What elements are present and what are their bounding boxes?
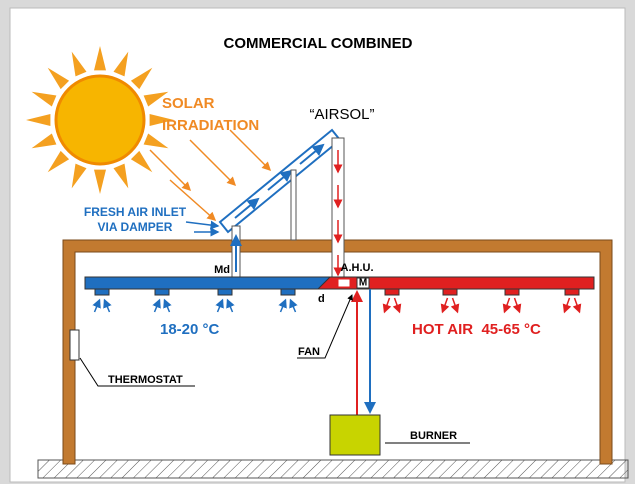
outlet	[442, 288, 458, 296]
ray	[71, 51, 87, 77]
fan	[337, 278, 351, 288]
ray	[149, 114, 174, 126]
ray	[113, 163, 129, 189]
support	[290, 169, 297, 241]
ray	[143, 91, 169, 107]
building	[62, 239, 613, 465]
ray	[94, 169, 106, 194]
outlet	[94, 288, 110, 296]
airflow	[103, 298, 112, 313]
hot-zone-label: HOT AIR 45-65 °C	[412, 321, 541, 338]
thermostat	[69, 329, 80, 361]
airflow	[382, 297, 392, 314]
cold-duct	[84, 276, 331, 290]
ray	[26, 114, 51, 126]
ray	[143, 133, 169, 149]
airflow	[152, 298, 161, 313]
burner	[329, 414, 381, 456]
sun	[26, 46, 174, 194]
ray	[130, 150, 153, 173]
airflow	[392, 297, 402, 314]
ray	[130, 67, 153, 90]
sun-rays-arrows	[149, 129, 272, 221]
airflow	[572, 297, 582, 314]
outlet	[154, 288, 170, 296]
ray	[47, 67, 70, 90]
solar-label: IRRADIATION	[162, 117, 259, 134]
title: COMMERCIAL COMBINED	[224, 35, 413, 52]
d-label: d	[318, 293, 325, 305]
airflow	[502, 297, 512, 314]
ray	[47, 150, 70, 173]
ray	[113, 51, 129, 77]
airflow	[450, 297, 460, 314]
collector-flow	[234, 143, 325, 219]
airflow	[440, 297, 450, 314]
inlet-label: FRESH AIR INLET	[84, 205, 187, 219]
airflow	[512, 297, 522, 314]
airflow	[278, 298, 287, 313]
burner-label: BURNER	[410, 430, 457, 442]
airflow	[226, 298, 235, 313]
ray	[31, 91, 57, 107]
outlet	[504, 288, 520, 296]
outlet	[280, 288, 296, 296]
inlet-label: VIA DAMPER	[98, 220, 173, 234]
solar-label: SOLAR	[162, 95, 215, 112]
thermostat-label: THERMOSTAT	[108, 374, 183, 386]
outlet	[217, 288, 233, 296]
motor-label: M	[359, 278, 367, 289]
ray	[71, 163, 87, 189]
ray	[94, 46, 106, 71]
collector-label: “AIRSOL”	[309, 106, 374, 123]
airflow	[289, 298, 298, 313]
airflow	[163, 298, 172, 313]
outlet	[564, 288, 580, 296]
fan-label: FAN	[298, 346, 320, 358]
ahu-label: A.H.U.	[341, 262, 374, 274]
airflow	[92, 298, 101, 313]
ray	[31, 133, 57, 149]
ground	[37, 459, 629, 479]
md-label: Md	[214, 264, 230, 276]
airflow	[215, 298, 224, 313]
motor	[356, 277, 370, 289]
outlet	[384, 288, 400, 296]
cool-zone-label: 18-20 °C	[160, 321, 220, 338]
airflow	[562, 297, 572, 314]
hot-duct	[316, 276, 595, 290]
